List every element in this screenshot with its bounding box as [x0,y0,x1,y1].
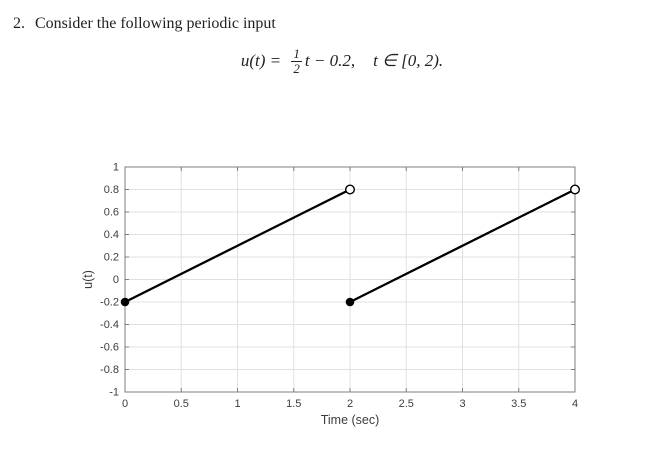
ramp-segment-2 [348,188,577,304]
svg-text:3.5: 3.5 [511,398,526,410]
equation-domain: t ∈ [0, 2). [373,51,444,71]
tick-marks [124,166,576,393]
svg-text:3: 3 [459,398,465,410]
x-tick-labels: 0 0.5 1 1.5 2 2.5 3 3.5 4 [122,398,578,410]
problem-statement: 2. Consider the following periodic input [13,15,276,33]
filled-marker [120,297,130,307]
y-axis-label: u(t) [81,270,95,289]
data-series [123,188,577,304]
svg-text:2: 2 [347,398,353,410]
svg-text:0.5: 0.5 [174,398,189,410]
svg-text:2.5: 2.5 [399,398,414,410]
fraction-denominator: 2 [291,60,302,76]
fraction-numerator: 1 [293,46,300,61]
svg-text:1: 1 [234,398,240,410]
svg-text:0: 0 [122,398,128,410]
svg-text:1: 1 [113,162,119,174]
problem-number: 2. [13,15,25,32]
svg-text:4: 4 [572,398,578,410]
svg-text:0.8: 0.8 [104,184,119,196]
svg-text:0.6: 0.6 [104,207,119,219]
plot-canvas: 0 0.5 1 1.5 2 2.5 3 3.5 4 -1 -0.8 -0.6 -0.4 -0.2 0 0.2 0… [81,162,581,427]
problem-text: Consider the following periodic input [35,15,276,32]
x-axis-label: Time (sec) [321,413,380,427]
equation-lhs: u(t) = [240,51,286,71]
equation: u(t) = 1 2 t − 0.2, t ∈ [0, 2). [0,47,658,75]
svg-text:0.2: 0.2 [104,252,119,264]
ramp-segment-1 [123,188,352,304]
grid-lines [124,166,576,393]
svg-text:1.5: 1.5 [286,398,301,410]
y-tick-labels: -1 -0.8 -0.6 -0.4 -0.2 0 0.2 0.4 0.6 0.8 1 [100,162,119,399]
svg-text:-0.2: -0.2 [100,297,119,309]
svg-text:-0.6: -0.6 [100,342,119,354]
equation-fraction: 1 2 [291,47,302,75]
svg-text:-0.8: -0.8 [100,364,119,376]
svg-text:0: 0 [113,274,119,286]
data-markers [120,184,581,307]
svg-text:-0.4: -0.4 [100,319,119,331]
open-marker [345,184,356,195]
open-marker [570,184,581,195]
filled-marker [345,297,355,307]
equation-rhs: t − 0.2, [304,51,356,71]
svg-text:0.4: 0.4 [104,229,119,241]
svg-text:-1: -1 [109,387,119,399]
input-signal-plot: 0 0.5 1 1.5 2 2.5 3 3.5 4 -1 -0.8 -0.6 -0.4 -0.2 0 0.2 0… [80,155,620,445]
